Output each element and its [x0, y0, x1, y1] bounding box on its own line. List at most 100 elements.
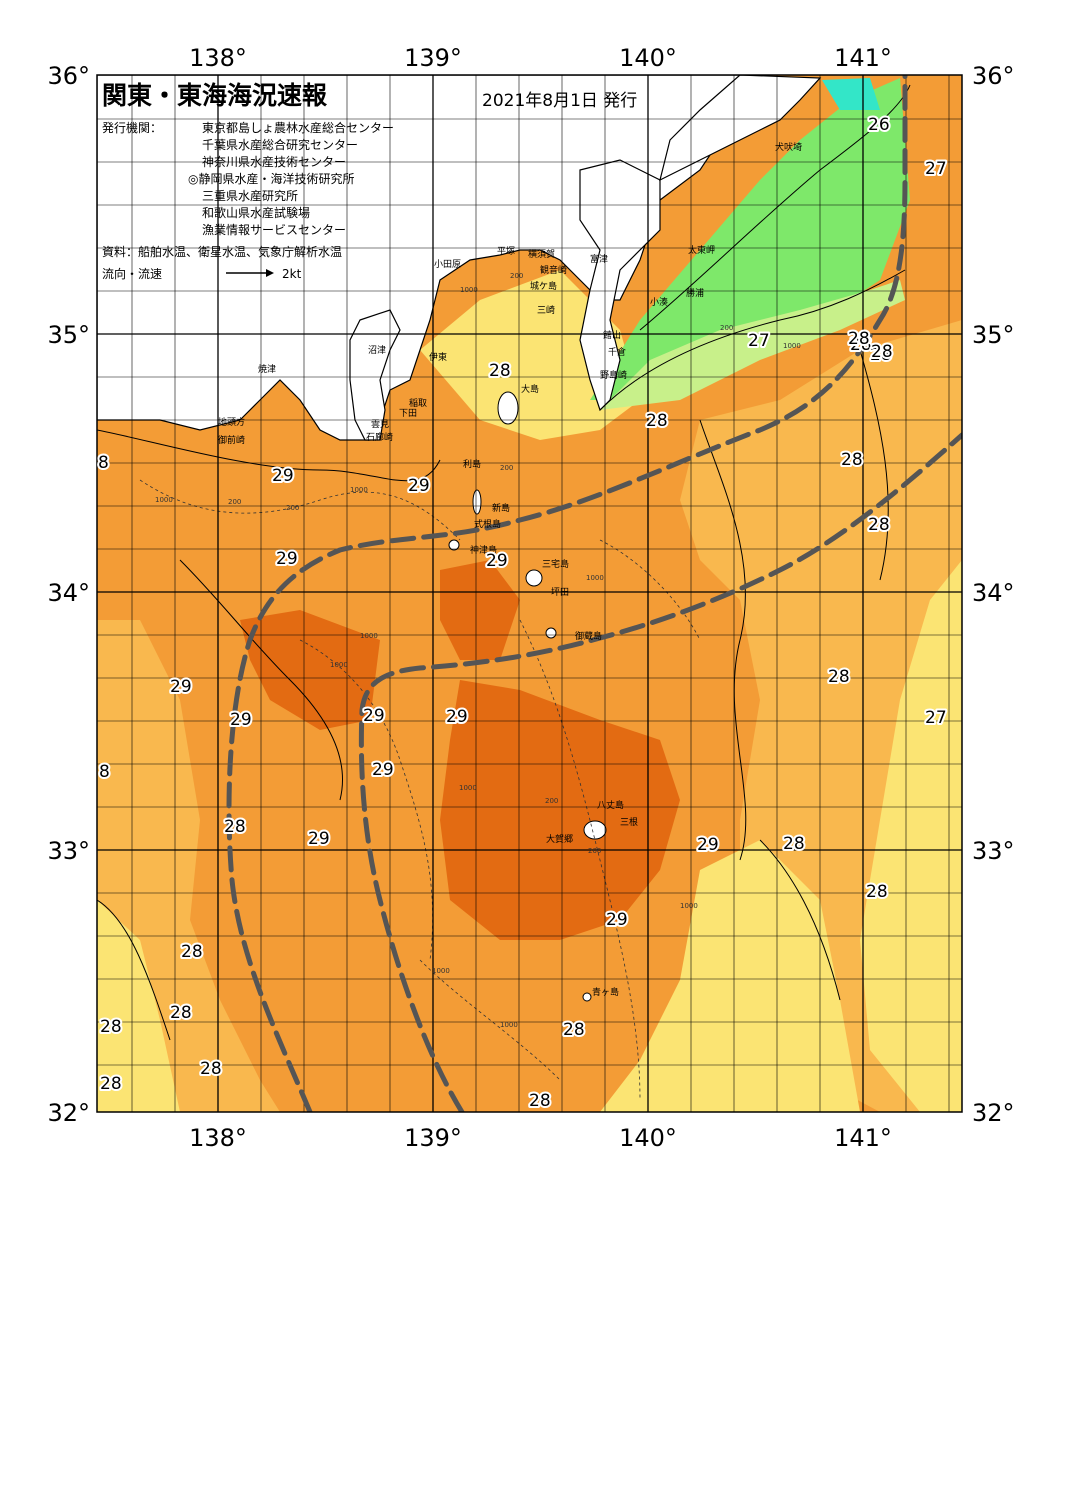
- island-oshima: [497, 391, 519, 425]
- depth-label: 1000: [500, 1021, 518, 1029]
- land-izu-peninsula: [349, 309, 401, 441]
- temp-label: 29: [230, 710, 252, 730]
- temp-label: 28: [870, 345, 892, 365]
- temp-label: 28: [224, 817, 246, 837]
- place-label: 八丈島: [597, 799, 624, 811]
- agencies-label: 発行機関：: [102, 120, 162, 135]
- agency: 和歌山県水産試験場: [202, 205, 310, 220]
- temp-label: 29: [308, 829, 330, 849]
- place-label: 青ヶ島: [592, 986, 619, 998]
- temp-zone-coast-band: [600, 280, 905, 410]
- temp-label: 28: [489, 361, 511, 381]
- temp-label: 28: [783, 834, 805, 854]
- place-label: 三根: [620, 816, 638, 828]
- temp-label: 27: [748, 331, 770, 351]
- depth-label: 200: [286, 504, 299, 512]
- temp-label: 28: [646, 411, 668, 431]
- place-label: 焼津: [258, 364, 276, 375]
- temp-label: 8: [98, 453, 109, 473]
- issue-date: 2021年8月1日 発行: [482, 91, 637, 111]
- depth-label: 1000: [586, 574, 604, 582]
- temp-label: 29: [446, 707, 468, 727]
- depth-label: 200: [500, 464, 513, 472]
- agency: 千葉県水産総合研究センター: [202, 137, 358, 152]
- island-kozushima: [448, 539, 460, 551]
- depth-label: 200: [228, 498, 241, 506]
- kuroshio-path: [226, 75, 962, 1112]
- temp-label: 27: [925, 159, 947, 179]
- place-label: 横須賀: [528, 248, 555, 260]
- place-label: 城ケ島: [530, 280, 557, 292]
- depth-label: 200: [545, 797, 558, 805]
- island-hachijojima: [583, 820, 607, 840]
- axis-right: 36° 35° 34° 33° 32°: [972, 62, 1015, 1127]
- map-frame: [96, 74, 963, 1113]
- temp-zone-30-central: [440, 680, 680, 940]
- depth-label: 1000: [432, 967, 450, 975]
- lat-label: 36°: [972, 62, 1015, 90]
- temperature-labels: 26 27 28 28 27 28 28 28 28 29 29 29 29 2…: [96, 113, 949, 1113]
- temp-label: 28: [848, 329, 870, 349]
- agency: ◎静岡県水産・海洋技術研究所: [188, 171, 354, 186]
- lat-lon-grid: [97, 75, 962, 1112]
- depth-label: 200: [510, 272, 523, 280]
- agency: 漁業情報サービスセンター: [202, 223, 346, 237]
- place-label: 富津: [590, 253, 608, 265]
- temp-label: 28: [100, 1017, 122, 1037]
- place-label: 平塚: [497, 246, 515, 257]
- axis-top: 138° 139° 140° 141°: [189, 44, 892, 72]
- lat-label: 35°: [972, 321, 1015, 349]
- place-label: 利島: [463, 458, 481, 470]
- depth-label: 1000: [330, 661, 348, 669]
- depth-label: 1000: [155, 496, 173, 504]
- island-aogashima: [582, 992, 592, 1002]
- lat-label: 34°: [972, 579, 1015, 607]
- place-label: 御蔵島: [575, 630, 602, 642]
- island-niijima: [472, 489, 482, 515]
- flow-legend-scale: 2kt: [282, 267, 302, 281]
- place-label: 千倉: [608, 346, 626, 358]
- lat-label: 32°: [972, 1099, 1015, 1127]
- temp-label: 26: [868, 115, 890, 135]
- temp-label: 29: [408, 476, 430, 496]
- lon-label: 141°: [834, 44, 892, 72]
- place-label: 沼津: [368, 345, 386, 356]
- temp-label: 29: [170, 677, 192, 697]
- place-names: 犬吠埼 太東岬 小湊 勝浦 館山 千倉 野島崎 富津 横須賀 観音崎 城ケ島 三…: [218, 141, 802, 998]
- temp-label: 28: [868, 515, 890, 535]
- temp-zone-27-southeast: [600, 840, 860, 1112]
- depth-label: 200: [588, 847, 601, 855]
- place-label: 太東岬: [688, 244, 715, 256]
- lon-label: 138°: [189, 44, 247, 72]
- place-label: 下田: [399, 408, 417, 419]
- place-label: 館山: [603, 329, 621, 341]
- temp-label: 28: [200, 1059, 222, 1079]
- depth-label: 1000: [783, 342, 801, 350]
- map-title: 関東・東海海況速報: [102, 81, 328, 110]
- place-label: 石廊崎: [366, 431, 393, 443]
- lat-label: 33°: [47, 837, 90, 865]
- place-label: 神津島: [470, 544, 497, 556]
- lat-label: 33°: [972, 837, 1015, 865]
- temp-label: 28: [841, 450, 863, 470]
- place-label: 観音崎: [540, 264, 567, 276]
- place-label: 小湊: [650, 296, 668, 308]
- temp-label: 29: [697, 835, 719, 855]
- flow-arrow-icon: [226, 269, 274, 277]
- temp-label: 29: [372, 760, 394, 780]
- temp-label: 29: [272, 466, 294, 486]
- temp-label: 28: [850, 335, 872, 355]
- temp-label: 28: [866, 882, 888, 902]
- agency: 東京都島しょ農林水産総合センター: [202, 120, 394, 135]
- lat-label: 35°: [47, 321, 90, 349]
- lon-label: 139°: [404, 44, 462, 72]
- depth-label: 200: [720, 324, 733, 332]
- place-label: 犬吠埼: [775, 141, 802, 153]
- lat-label: 36°: [47, 62, 90, 90]
- axis-left: 36° 35° 34° 33° 32°: [47, 62, 90, 1127]
- agency: 神奈川県水産技術センター: [202, 154, 346, 169]
- temp-zone-27-southwest: [97, 900, 180, 1112]
- temp-label: 28: [100, 1074, 122, 1094]
- place-label: 新島: [492, 502, 510, 514]
